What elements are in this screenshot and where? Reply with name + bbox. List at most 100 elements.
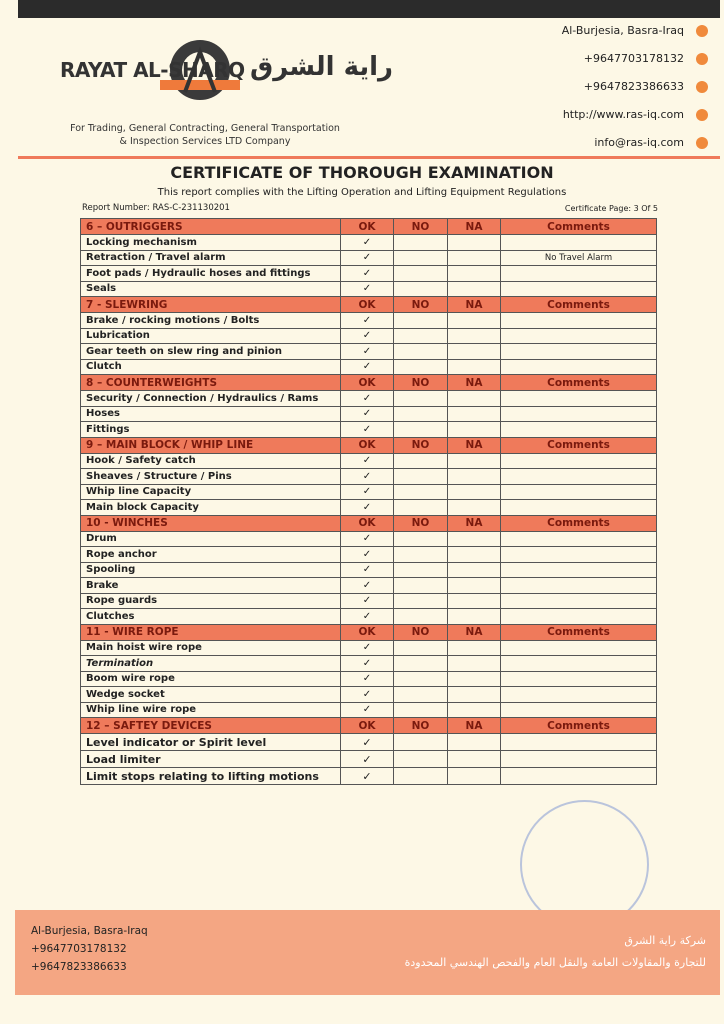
comment-cell — [500, 327, 657, 344]
ok-cell: ✓ — [340, 546, 394, 563]
no-cell — [393, 358, 448, 375]
item-name: Wedge socket — [80, 686, 341, 703]
ok-cell: ✓ — [340, 327, 394, 344]
item-row: Fittings ✓ — [80, 421, 657, 438]
comment-cell — [500, 592, 657, 609]
ok-cell: ✓ — [340, 358, 394, 375]
footer-address: Al-Burjesia, Basra-Iraq — [31, 925, 148, 937]
item-name: Hook / Safety catch — [80, 452, 341, 469]
ok-cell: ✓ — [340, 670, 394, 687]
item-name: Load limiter — [80, 750, 341, 768]
comment-cell — [500, 343, 657, 360]
item-name: Brake / rocking motions / Bolts — [80, 312, 341, 329]
item-row: Whip line wire rope ✓ — [80, 701, 657, 718]
column-header: NO — [393, 296, 448, 313]
footer-phone: +9647703178132 — [31, 943, 127, 955]
item-row: Limit stops relating to lifting motions ✓ — [80, 767, 657, 785]
section-title: 10 - WINCHES — [80, 514, 341, 532]
item-name: Fittings — [80, 421, 341, 438]
item-row: Seals ✓ — [80, 280, 657, 297]
item-row: Termination ✓ — [80, 655, 657, 672]
item-name: Spooling — [80, 561, 341, 578]
column-header: OK — [340, 717, 394, 734]
footer: Al-Burjesia, Basra-Iraq +9647703178132 +… — [15, 910, 720, 995]
column-header: Comments — [500, 296, 657, 313]
item-row: Wedge socket ✓ — [80, 686, 657, 703]
na-cell — [447, 750, 501, 768]
item-name: Rope guards — [80, 592, 341, 609]
na-cell — [447, 265, 501, 282]
no-cell — [393, 327, 448, 344]
item-row: Spooling ✓ — [80, 561, 657, 578]
no-cell — [393, 750, 448, 768]
na-cell — [447, 483, 501, 500]
na-cell — [447, 561, 501, 578]
comment-cell — [500, 733, 657, 751]
contact: http://www.ras-iq.com — [562, 108, 684, 121]
no-cell — [393, 733, 448, 751]
column-header: OK — [340, 623, 394, 641]
no-cell — [393, 483, 448, 500]
na-cell — [447, 670, 501, 687]
comment-cell — [500, 405, 657, 422]
column-header: OK — [340, 218, 394, 235]
column-header: NA — [447, 514, 501, 532]
na-cell — [447, 546, 501, 563]
comment-cell — [500, 530, 657, 547]
comment-cell — [500, 421, 657, 438]
item-row: Whip line Capacity ✓ — [80, 483, 657, 500]
item-name: Security / Connection / Hydraulics / Ram… — [80, 390, 341, 407]
ok-cell: ✓ — [340, 499, 394, 516]
comment-cell — [500, 265, 657, 282]
no-cell — [393, 405, 448, 422]
item-name: Main block Capacity — [80, 499, 341, 516]
comment-cell — [500, 468, 657, 485]
ok-cell: ✓ — [340, 421, 394, 438]
na-cell — [447, 452, 501, 469]
ok-cell: ✓ — [340, 265, 394, 282]
column-header: Comments — [500, 623, 657, 641]
no-cell — [393, 608, 448, 625]
item-name: Drum — [80, 530, 341, 547]
item-row: Drum ✓ — [80, 530, 657, 547]
comment-cell — [500, 767, 657, 785]
section-title: 7 - SLEWRING — [80, 296, 341, 313]
ok-cell: ✓ — [340, 312, 394, 329]
contact-icon — [696, 137, 708, 149]
section-title: 11 - WIRE ROPE — [80, 623, 341, 641]
contact: Al-Burjesia, Basra-Iraq — [561, 24, 684, 37]
item-name: Gear teeth on slew ring and pinion — [80, 343, 341, 360]
item-name: Clutch — [80, 358, 341, 375]
ok-cell: ✓ — [340, 343, 394, 360]
na-cell — [447, 421, 501, 438]
column-header: OK — [340, 374, 394, 391]
na-cell — [447, 592, 501, 609]
tagline-line: For Trading, General Contracting, Genera… — [70, 123, 340, 134]
ok-cell: ✓ — [340, 655, 394, 672]
column-header: NA — [447, 296, 501, 313]
no-cell — [393, 499, 448, 516]
no-cell — [393, 468, 448, 485]
item-name: Whip line wire rope — [80, 701, 341, 718]
no-cell — [393, 452, 448, 469]
ok-cell: ✓ — [340, 280, 394, 297]
column-header: NO — [393, 623, 448, 641]
tagline-line: & Inspection Services LTD Company — [119, 136, 291, 147]
no-cell — [393, 701, 448, 718]
item-name: Level indicator or Spirit level — [80, 733, 341, 751]
item-name: Lubrication — [80, 327, 341, 344]
item-name: Foot pads / Hydraulic hoses and fittings — [80, 265, 341, 282]
contact: +9647823386633 — [583, 80, 684, 93]
column-header: OK — [340, 436, 394, 454]
column-header: NO — [393, 436, 448, 454]
item-name: Clutches — [80, 608, 341, 625]
column-header: Comments — [500, 436, 657, 454]
column-header: OK — [340, 296, 394, 313]
na-cell — [447, 577, 501, 594]
footer-ar-tagline: للتجارة والمقاولات العامة والنقل العام و… — [404, 956, 706, 969]
footer-phone: +9647823386633 — [31, 961, 127, 973]
comment-cell — [500, 639, 657, 656]
item-name: Sheaves / Structure / Pins — [80, 468, 341, 485]
column-header: NA — [447, 218, 501, 235]
na-cell — [447, 701, 501, 718]
